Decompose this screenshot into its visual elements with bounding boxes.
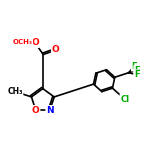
Text: O: O bbox=[52, 45, 59, 54]
Text: F: F bbox=[134, 66, 140, 74]
Text: N: N bbox=[46, 106, 54, 115]
Text: F: F bbox=[132, 62, 137, 71]
Text: O: O bbox=[31, 38, 39, 47]
Text: OCH₃: OCH₃ bbox=[13, 39, 33, 45]
Text: O: O bbox=[32, 106, 40, 115]
Text: Cl: Cl bbox=[120, 95, 129, 104]
Text: CH₃: CH₃ bbox=[7, 87, 23, 96]
Text: F: F bbox=[134, 70, 140, 79]
